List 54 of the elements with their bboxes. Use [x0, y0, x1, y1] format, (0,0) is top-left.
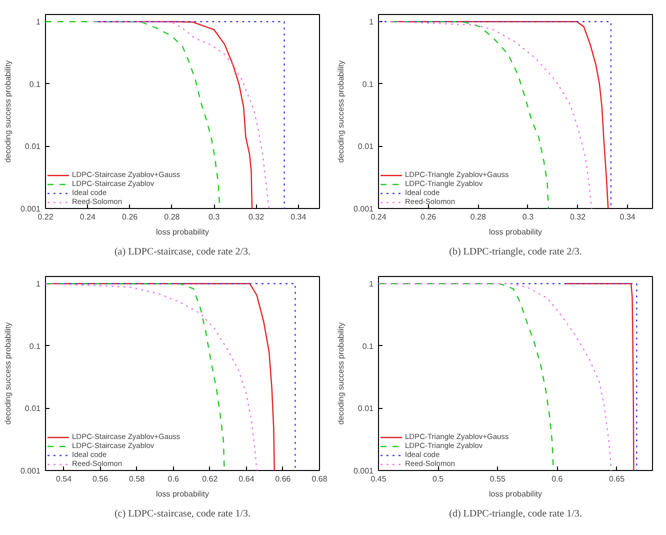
x-tick-label: 0.3 — [208, 212, 220, 222]
x-tick-label: 0.32 — [570, 212, 586, 222]
y-tick-label: 0.01 — [358, 142, 374, 152]
y-tick-label: 0.1 — [362, 342, 374, 351]
y-tick-label: 1 — [369, 18, 374, 27]
text: (b) LDPC-triangle, code rate 2/3. — [449, 246, 582, 258]
x-tick-label: 0.26 — [420, 212, 437, 222]
x-tick-label: 0.5 — [432, 474, 444, 484]
x-tick-label: 0.6 — [552, 474, 564, 484]
y-axis-title: decoding success probability — [3, 60, 12, 163]
y-tick-label: 0.01 — [24, 404, 42, 414]
y-tick-label: 0.01 — [24, 142, 42, 152]
x-tick-label: 0.3 — [522, 212, 534, 222]
x-tick-label: 0.62 — [202, 474, 218, 484]
x-tick-label: 0.66 — [275, 474, 292, 484]
x-axis-title: loss probability — [156, 228, 209, 236]
y-tick-label: 1 — [36, 18, 42, 27]
x-tick-label: 0.64 — [238, 474, 255, 484]
x-tick-label: 0.58 — [129, 474, 146, 484]
x-tick-label: 0.65 — [608, 474, 626, 484]
y-tick-label: 0.001 — [353, 466, 374, 476]
y-tick-label: 0.1 — [29, 80, 42, 89]
x-tick-label: 0.24 — [370, 212, 387, 222]
y-tick-label: 0.001 — [20, 466, 42, 476]
x-tick-label: 0.55 — [490, 474, 506, 484]
x-axis-title: loss probability — [489, 228, 542, 236]
x-axis-title: loss probability — [489, 490, 542, 498]
y-tick-label: 0.01 — [358, 404, 374, 414]
x-tick-label: 0.28 — [164, 212, 180, 222]
y-axis-title: decoding success probability — [3, 322, 12, 425]
x-tick-label: 0.24 — [80, 212, 96, 222]
x-tick-label: 0.22 — [38, 212, 54, 222]
x-tick-label: 0.26 — [122, 212, 138, 222]
x-tick-label: 0.28 — [470, 212, 486, 222]
x-tick-label: 0.54 — [56, 474, 72, 484]
y-tick-label: 0.001 — [20, 204, 42, 214]
y-tick-label: 0.1 — [362, 80, 374, 89]
x-tick-label: 0.34 — [620, 212, 636, 222]
y-axis-title: decoding success probability — [336, 60, 346, 163]
x-tick-label: 0.56 — [92, 474, 109, 484]
y-tick-label: 1 — [36, 280, 42, 289]
y-axis-title: decoding success probability — [336, 322, 346, 425]
x-tick-label: 0.34 — [290, 212, 307, 222]
x-tick-label: 0.45 — [370, 474, 387, 484]
x-tick-label: 0.68 — [312, 474, 328, 484]
y-tick-label: 1 — [369, 280, 374, 289]
x-tick-label: 0.32 — [248, 212, 265, 222]
y-tick-label: 0.001 — [353, 204, 374, 214]
x-tick-label: 0.6 — [168, 474, 180, 484]
y-tick-label: 0.1 — [29, 342, 42, 351]
x-axis-title: loss probability — [156, 490, 209, 498]
text: (c) LDPC-staircase, code rate 1/3. — [114, 508, 251, 520]
text: (a) LDPC-staircase, code rate 2/3. — [114, 246, 251, 258]
text: (d) LDPC-triangle, code rate 1/3. — [449, 508, 582, 520]
